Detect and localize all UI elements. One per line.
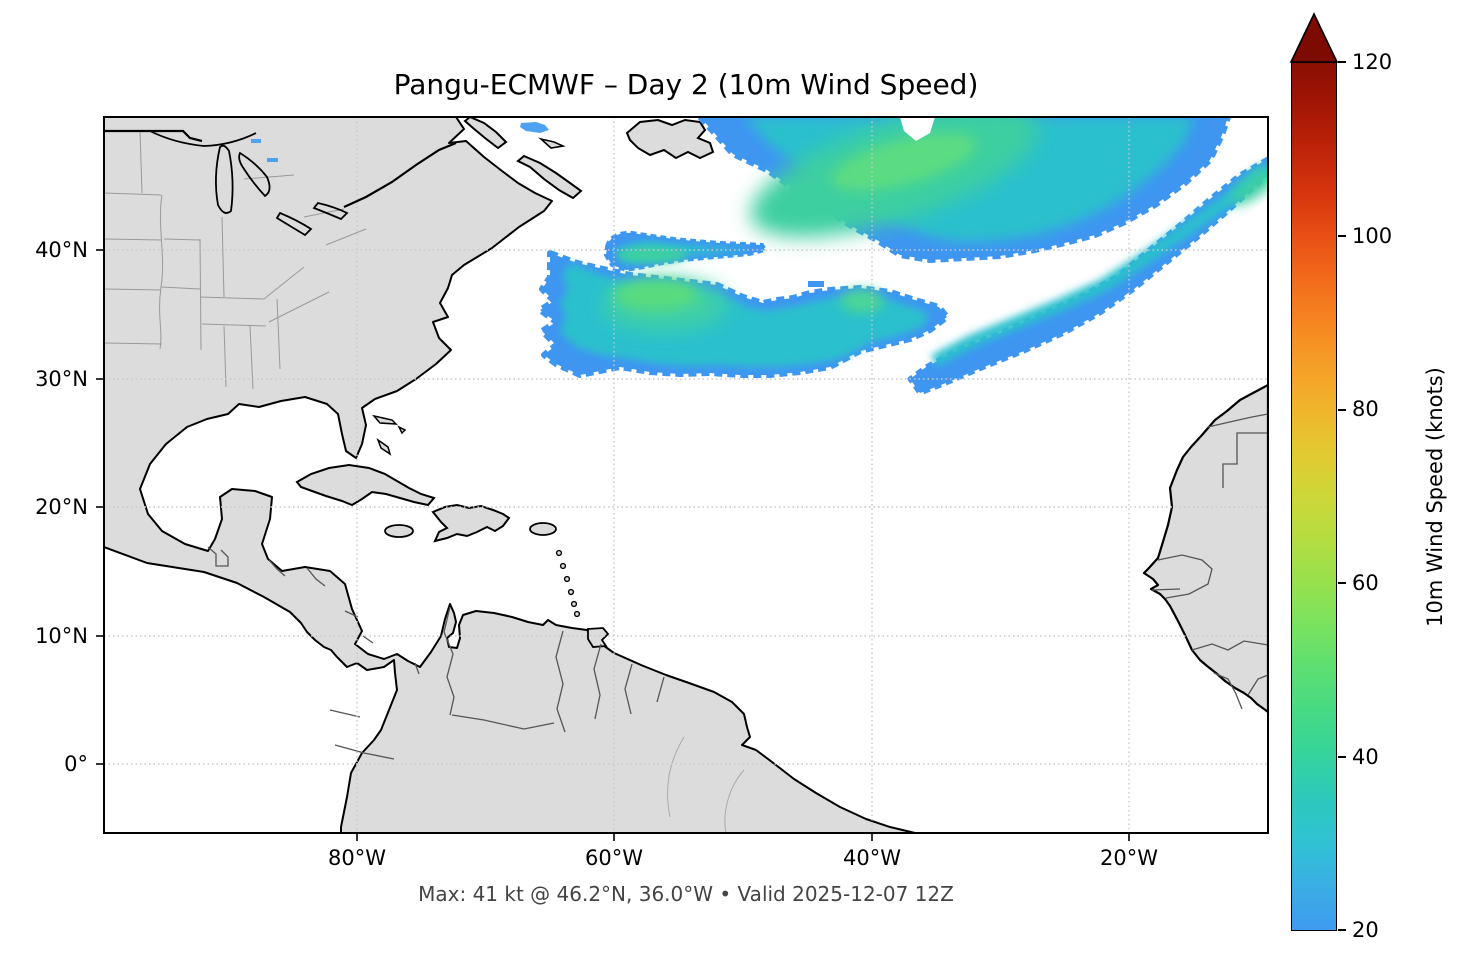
y-tick-20n: 20°N bbox=[35, 495, 88, 519]
colorbar-extend-arrow bbox=[1289, 12, 1339, 63]
bahamas bbox=[371, 414, 407, 456]
central-strip-green bbox=[617, 247, 687, 263]
storm-band-core bbox=[831, 133, 977, 191]
puerto-rico bbox=[529, 522, 557, 536]
cbar-tick-40-mark bbox=[1338, 756, 1346, 758]
prince-edward-island bbox=[538, 137, 566, 149]
cbar-label-80: 80 bbox=[1352, 397, 1379, 421]
trinidad bbox=[587, 627, 610, 648]
jamaica bbox=[384, 524, 414, 538]
country-borders bbox=[207, 413, 1268, 760]
x-tick-40w: 40°W bbox=[843, 846, 901, 870]
great-lakes bbox=[149, 130, 349, 237]
us-canada-border bbox=[104, 129, 457, 209]
storm-band-top-notch bbox=[900, 117, 935, 141]
land-polygons bbox=[104, 117, 1268, 833]
cuba bbox=[295, 463, 436, 507]
central-patch-core-east bbox=[840, 289, 884, 313]
gridlines bbox=[104, 117, 1268, 833]
cbar-label-120: 120 bbox=[1352, 50, 1393, 74]
rivers bbox=[667, 736, 745, 833]
lesser-antilles bbox=[555, 549, 581, 618]
y-tick-40n: 40°N bbox=[35, 238, 88, 262]
y-tick-10n: 10°N bbox=[35, 624, 88, 648]
colorbar-arrow-head bbox=[1289, 12, 1339, 63]
y-tick-30n: 30°N bbox=[35, 367, 88, 391]
speck-lake-michigan bbox=[267, 158, 278, 162]
americas-landmass bbox=[104, 117, 916, 833]
diagonal-band-mid bbox=[930, 164, 1268, 367]
cbar-label-100: 100 bbox=[1352, 224, 1393, 248]
y-tick-0: 0° bbox=[64, 752, 88, 776]
cbar-label-40: 40 bbox=[1352, 745, 1379, 769]
central-patch-core bbox=[614, 280, 698, 310]
cbar-tick-80-mark bbox=[1338, 409, 1346, 411]
cbar-label-60: 60 bbox=[1352, 571, 1379, 595]
cbar-label-20: 20 bbox=[1352, 918, 1379, 942]
state-borders bbox=[104, 130, 367, 390]
gulf-st-lawrence-patch bbox=[520, 122, 549, 133]
x-tick-60w: 60°W bbox=[585, 846, 643, 870]
cbar-tick-120-mark bbox=[1338, 61, 1346, 63]
colorbar-axis-label: 10m Wind Speed (knots) bbox=[1423, 367, 1447, 627]
max-wind-caption: Max: 41 kt @ 46.2°N, 36.0°W • Valid 2025… bbox=[418, 882, 954, 906]
colorbar-gradient bbox=[1291, 62, 1337, 931]
x-tick-20w: 20°W bbox=[1100, 846, 1158, 870]
speck-lake-superior bbox=[251, 139, 261, 143]
page-title: Pangu-ECMWF – Day 2 (10m Wind Speed) bbox=[393, 68, 979, 101]
plot-frame bbox=[103, 116, 1269, 834]
newfoundland bbox=[625, 118, 715, 160]
wind-speed-shading bbox=[251, 117, 1268, 396]
nova-scotia bbox=[516, 154, 583, 200]
new-brunswick bbox=[463, 117, 508, 150]
cbar-tick-20-mark bbox=[1338, 929, 1346, 931]
x-tick-80w: 80°W bbox=[328, 846, 386, 870]
speck-azores bbox=[808, 281, 824, 287]
diagonal-band-green bbox=[1231, 164, 1268, 206]
map-plot bbox=[96, 116, 1269, 841]
cbar-tick-100-mark bbox=[1338, 235, 1346, 237]
cbar-tick-60-mark bbox=[1338, 582, 1346, 584]
west-africa bbox=[1142, 383, 1268, 714]
axis-tick-marks bbox=[96, 249, 1130, 841]
hispaniola bbox=[431, 503, 511, 543]
